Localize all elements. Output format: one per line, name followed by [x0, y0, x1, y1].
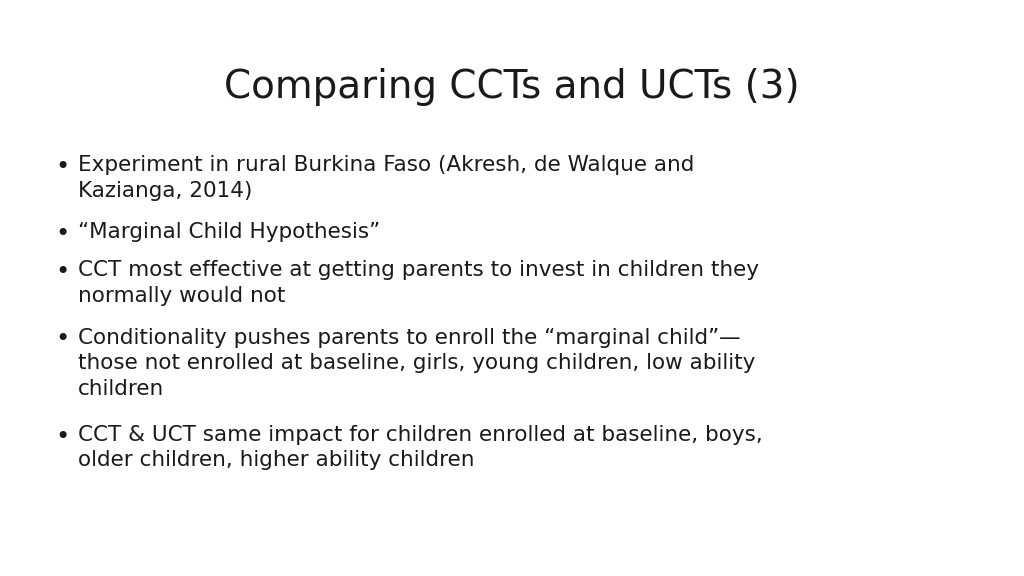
Text: Comparing CCTs and UCTs (3): Comparing CCTs and UCTs (3): [224, 68, 800, 106]
Text: •: •: [55, 328, 70, 351]
Text: CCT & UCT same impact for children enrolled at baseline, boys,
older children, h: CCT & UCT same impact for children enrol…: [78, 425, 763, 470]
Text: •: •: [55, 155, 70, 179]
Text: Experiment in rural Burkina Faso (Akresh, de Walque and
Kazianga, 2014): Experiment in rural Burkina Faso (Akresh…: [78, 155, 694, 200]
Text: Conditionality pushes parents to enroll the “marginal child”—
those not enrolled: Conditionality pushes parents to enroll …: [78, 328, 756, 399]
Text: •: •: [55, 425, 70, 449]
Text: “Marginal Child Hypothesis”: “Marginal Child Hypothesis”: [78, 222, 380, 242]
Text: CCT most effective at getting parents to invest in children they
normally would : CCT most effective at getting parents to…: [78, 260, 759, 306]
Text: •: •: [55, 222, 70, 247]
Text: •: •: [55, 260, 70, 284]
